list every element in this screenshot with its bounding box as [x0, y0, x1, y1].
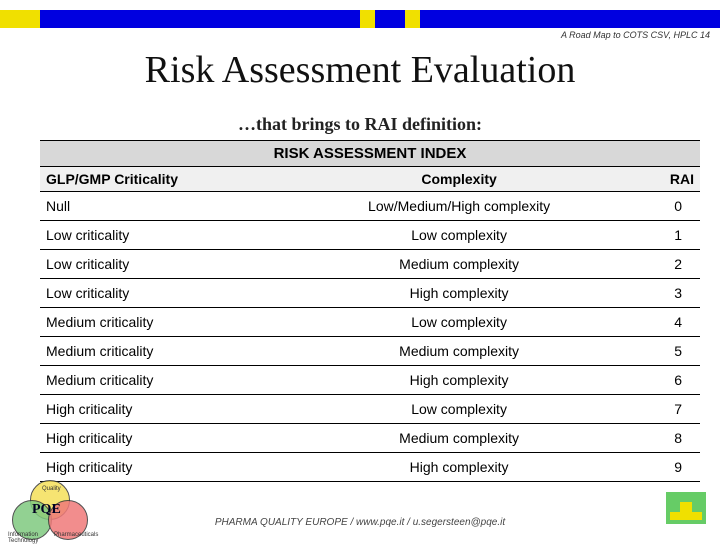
table-cell: 6 [621, 366, 700, 395]
pqe-logo: PQE Quality Information Technology Pharm… [8, 480, 92, 536]
table-cell: Low complexity [297, 395, 620, 424]
table-cell: Low criticality [40, 279, 297, 308]
col-header-complexity: Complexity [297, 167, 620, 192]
table-cell: Low complexity [297, 221, 620, 250]
rai-table: RISK ASSESSMENT INDEX GLP/GMP Criticalit… [40, 140, 700, 482]
table-cell: 2 [621, 250, 700, 279]
logo-ring-right: Pharmaceuticals [54, 532, 98, 538]
table-row: High criticalityHigh complexity9 [40, 453, 700, 482]
table-cell: Medium criticality [40, 366, 297, 395]
table-row: Medium criticalityHigh complexity6 [40, 366, 700, 395]
logo-ring-top: Quality [42, 486, 61, 492]
table-row: Low criticalityMedium complexity2 [40, 250, 700, 279]
col-header-criticality: GLP/GMP Criticality [40, 167, 297, 192]
table-cell: 4 [621, 308, 700, 337]
table-cell: High criticality [40, 453, 297, 482]
table-cell: Low criticality [40, 221, 297, 250]
table-row: NullLow/Medium/High complexity0 [40, 192, 700, 221]
page-subtitle: …that brings to RAI definition: [0, 114, 720, 135]
col-header-rai: RAI [621, 167, 700, 192]
table-cell: Low/Medium/High complexity [297, 192, 620, 221]
table-cell: Medium complexity [297, 337, 620, 366]
page-title: Risk Assessment Evaluation [0, 48, 720, 92]
table-title: RISK ASSESSMENT INDEX [40, 141, 700, 167]
table-cell: Medium criticality [40, 337, 297, 366]
top-color-bar [0, 10, 720, 28]
corner-icon [666, 492, 706, 524]
table-row: Medium criticalityLow complexity4 [40, 308, 700, 337]
table-cell: Null [40, 192, 297, 221]
table-cell: High criticality [40, 424, 297, 453]
table-cell: High criticality [40, 395, 297, 424]
table-cell: Medium complexity [297, 424, 620, 453]
table-cell: 9 [621, 453, 700, 482]
table-cell: 7 [621, 395, 700, 424]
table-cell: 1 [621, 221, 700, 250]
table-cell: 5 [621, 337, 700, 366]
table-cell: High complexity [297, 453, 620, 482]
table-cell: 3 [621, 279, 700, 308]
table-cell: Low criticality [40, 250, 297, 279]
table-cell: High complexity [297, 279, 620, 308]
table-row: Low criticalityLow complexity1 [40, 221, 700, 250]
table-cell: High complexity [297, 366, 620, 395]
table-cell: Medium complexity [297, 250, 620, 279]
table-row: Low criticalityHigh complexity3 [40, 279, 700, 308]
table-cell: 0 [621, 192, 700, 221]
table-row: High criticalityMedium complexity8 [40, 424, 700, 453]
logo-ring-left: Information Technology [8, 532, 38, 544]
table-row: High criticalityLow complexity7 [40, 395, 700, 424]
table-cell: Medium criticality [40, 308, 297, 337]
table-row: Medium criticalityMedium complexity5 [40, 337, 700, 366]
header-breadcrumb: A Road Map to COTS CSV, HPLC 14 [561, 30, 710, 40]
table-cell: Low complexity [297, 308, 620, 337]
logo-label: PQE [32, 502, 61, 518]
footer-text: PHARMA QUALITY EUROPE / www.pqe.it / u.s… [0, 517, 720, 528]
table-cell: 8 [621, 424, 700, 453]
